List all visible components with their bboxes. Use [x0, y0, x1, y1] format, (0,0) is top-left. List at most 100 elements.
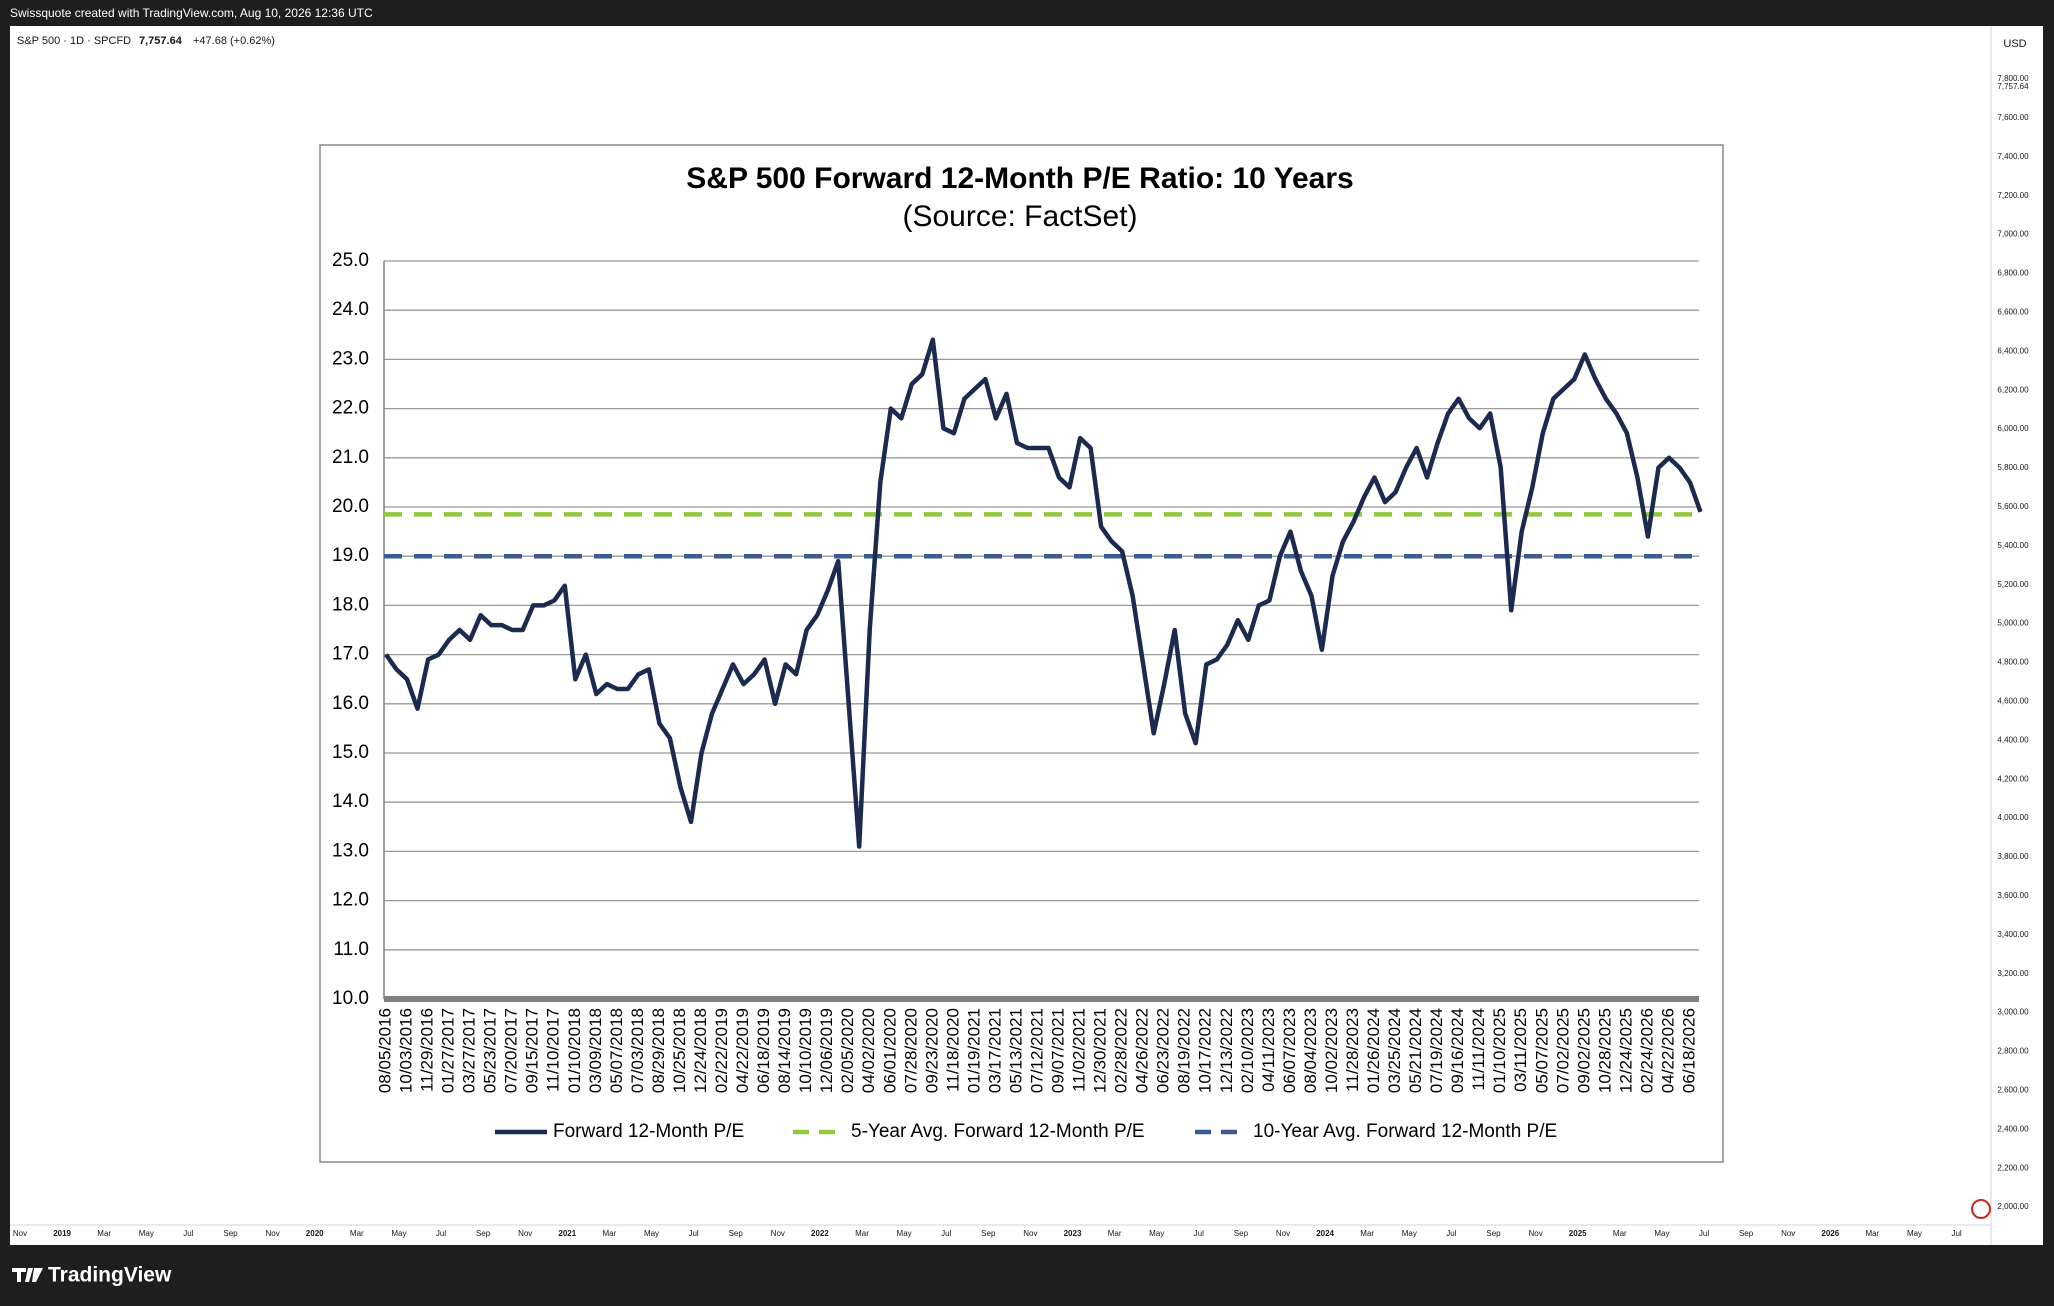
x-tick-label: 07/12/2021	[1027, 1008, 1046, 1093]
y-tick-label: 14.0	[332, 791, 369, 812]
x-tick-label: 04/11/2023	[1259, 1008, 1278, 1092]
x-tick-label: 11/29/2016	[418, 1008, 437, 1092]
x-tick-label: 10/03/2016	[397, 1008, 416, 1093]
x-tick-label: 06/18/2019	[754, 1008, 773, 1093]
time-label: Jul	[688, 1229, 698, 1238]
y-tick-label: 17.0	[332, 644, 369, 665]
time-label: Jul	[1699, 1229, 1709, 1238]
time-label: 2020	[306, 1229, 324, 1238]
price-label: 7,000.00	[1997, 230, 2029, 239]
time-label: Jul	[1446, 1229, 1456, 1238]
x-tick-label: 04/22/2026	[1658, 1008, 1677, 1093]
brand-logo	[12, 1268, 43, 1282]
chart-subtitle: (Source: FactSet)	[902, 200, 1137, 233]
x-tick-label: 11/11/2024	[1469, 1008, 1488, 1091]
flag-icon[interactable]	[1971, 1199, 1991, 1219]
x-tick-label: 12/30/2021	[1091, 1008, 1110, 1093]
price-label: 3,600.00	[1997, 891, 2029, 900]
time-label: Jul	[1194, 1229, 1204, 1238]
x-tick-label: 03/17/2021	[985, 1008, 1004, 1093]
price-label: 4,400.00	[1997, 735, 2029, 744]
y-tick-label: 11.0	[333, 939, 369, 960]
price-label: 6,400.00	[1997, 346, 2029, 355]
x-tick-label: 06/23/2022	[1154, 1008, 1173, 1093]
time-label: Jul	[436, 1229, 446, 1238]
x-tick-label: 02/10/2023	[1238, 1008, 1257, 1093]
x-tick-label: 07/02/2025	[1553, 1008, 1572, 1093]
x-tick-label: 11/10/2017	[544, 1008, 563, 1092]
legend-label: Forward 12-Month P/E	[553, 1121, 744, 1142]
time-label: Sep	[729, 1229, 744, 1238]
time-label: May	[1149, 1229, 1164, 1238]
time-label: May	[897, 1229, 912, 1238]
price-label: 6,000.00	[1997, 424, 2029, 433]
time-label: Nov	[1276, 1229, 1290, 1238]
x-tick-label: 06/01/2020	[880, 1008, 899, 1093]
x-tick-label: 01/10/2025	[1490, 1008, 1509, 1093]
x-tick-label: 06/07/2023	[1280, 1008, 1299, 1093]
time-label: Nov	[518, 1229, 532, 1238]
y-tick-label: 15.0	[332, 742, 369, 763]
x-tick-label: 07/03/2018	[628, 1008, 647, 1093]
brand: TradingView	[48, 1264, 172, 1287]
time-label: Mar	[97, 1229, 111, 1238]
price-label: 3,200.00	[1997, 969, 2029, 978]
price-label: 6,200.00	[1997, 385, 2029, 394]
y-tick-label: 20.0	[332, 496, 369, 517]
x-tick-label: 08/19/2022	[1175, 1008, 1194, 1093]
time-label: May	[1402, 1229, 1417, 1238]
x-tick-label: 10/17/2022	[1196, 1008, 1215, 1093]
time-label: May	[391, 1229, 406, 1238]
y-tick-label: 23.0	[332, 348, 369, 369]
time-label: Mar	[1360, 1229, 1374, 1238]
y-tick-label: 10.0	[332, 988, 369, 1009]
chart-title: S&P 500 Forward 12-Month P/E Ratio: 10 Y…	[686, 162, 1353, 195]
price-label: 6,800.00	[1997, 269, 2029, 278]
time-label: Jul	[1951, 1229, 1961, 1238]
x-tick-label: 08/14/2019	[775, 1008, 794, 1093]
x-tick-label: 08/04/2023	[1301, 1008, 1320, 1093]
time-label: Sep	[1234, 1229, 1249, 1238]
time-label: Mar	[603, 1229, 617, 1238]
x-tick-label: 03/27/2017	[460, 1008, 479, 1093]
x-tick-label: 02/24/2026	[1637, 1008, 1656, 1093]
x-tick-label: 01/19/2021	[964, 1008, 983, 1093]
price-label: 2,400.00	[1997, 1124, 2029, 1133]
time-label: 2025	[1569, 1229, 1587, 1238]
price-label: 7,800.00	[1997, 74, 2029, 83]
x-tick-label: 07/20/2017	[502, 1008, 521, 1093]
time-label: Sep	[981, 1229, 996, 1238]
symbol: S&P 500 · 1D · SPCFD	[17, 35, 131, 47]
x-tick-label: 04/02/2020	[859, 1008, 878, 1093]
y-tick-label: 24.0	[332, 299, 369, 320]
price-label: 7,600.00	[1997, 113, 2029, 122]
time-label: Sep	[223, 1229, 238, 1238]
x-tick-label: 05/07/2018	[607, 1008, 626, 1093]
x-tick-label: 10/25/2018	[670, 1008, 689, 1093]
x-tick-label: 12/13/2022	[1217, 1008, 1236, 1093]
price-label: 5,400.00	[1997, 541, 2029, 550]
x-tick-label: 03/09/2018	[586, 1008, 605, 1093]
header: Swissquote created with TradingView.com,…	[10, 6, 373, 20]
x-tick-label: 09/15/2017	[523, 1008, 542, 1093]
time-label: Nov	[13, 1229, 27, 1238]
x-tick-label: 06/18/2026	[1679, 1008, 1698, 1093]
x-tick-label: 09/07/2021	[1049, 1008, 1068, 1093]
x-tick-label: 08/05/2016	[375, 1008, 394, 1093]
x-tick-label: 10/28/2025	[1595, 1008, 1614, 1093]
legend-label: 10-Year Avg. Forward 12-Month P/E	[1253, 1121, 1557, 1142]
price-label: 4,600.00	[1997, 697, 2029, 706]
x-tick-label: 12/24/2018	[691, 1008, 710, 1093]
x-tick-label: 02/05/2020	[838, 1008, 857, 1093]
price-label: 7,400.00	[1997, 152, 2029, 161]
time-label: Mar	[1613, 1229, 1627, 1238]
price-label: 5,600.00	[1997, 502, 2029, 511]
x-tick-label: 07/19/2024	[1427, 1008, 1446, 1093]
time-label: Nov	[1528, 1229, 1542, 1238]
x-tick-label: 02/22/2019	[712, 1008, 731, 1093]
time-label: Mar	[1866, 1229, 1880, 1238]
time-label: May	[1907, 1229, 1922, 1238]
x-tick-label: 01/26/2024	[1364, 1008, 1383, 1093]
x-tick-label: 09/02/2025	[1574, 1008, 1593, 1093]
